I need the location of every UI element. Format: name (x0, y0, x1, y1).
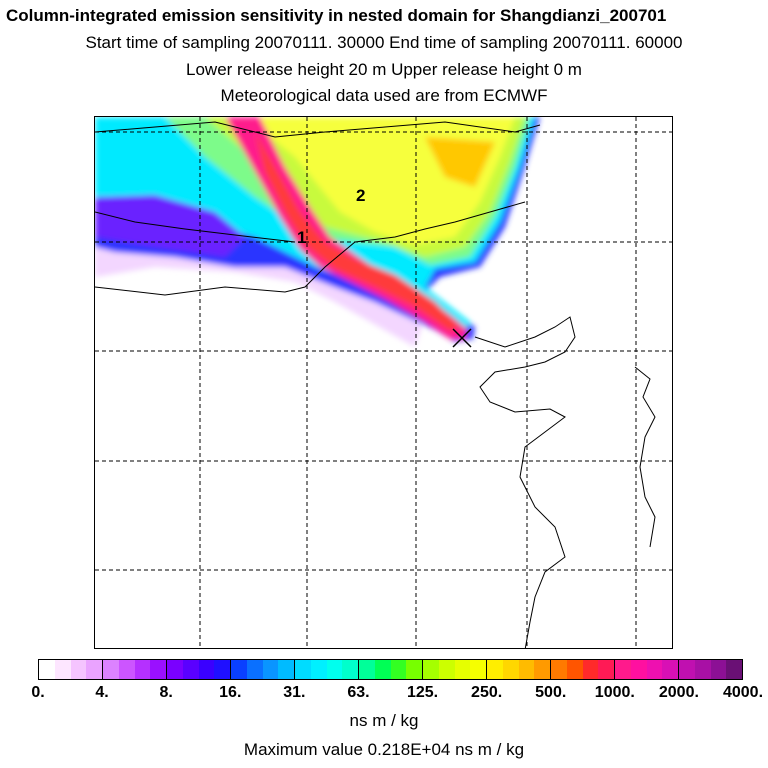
colorbar-segment (454, 660, 471, 679)
colorbar-tick-label: 4. (95, 684, 109, 701)
colorbar-segment (662, 660, 679, 679)
colorbar-segment (534, 660, 551, 679)
colorbar-segment (551, 660, 567, 679)
sensitivity-map: 1 2 (94, 116, 673, 649)
colorbar-segment (134, 660, 151, 679)
release-height-line: Lower release height 20 m Upper release … (186, 60, 582, 79)
figure-title: Column-integrated emission sensitivity i… (6, 6, 667, 25)
colorbar-segment (630, 660, 647, 679)
colorbar-tick-label: 500. (535, 684, 567, 701)
colorbar-segment (86, 660, 103, 679)
colorbar-segment (326, 660, 343, 679)
colorbar-unit: ns m / kg (349, 711, 419, 730)
colorbar-segment (310, 660, 327, 679)
colorbar-segment (39, 660, 55, 679)
colorbar-segment (54, 660, 71, 679)
colorbar-segment (390, 660, 407, 679)
colorbar-segment (423, 660, 439, 679)
colorbar-tick-label: 2000. (658, 684, 699, 701)
colorbar-segment (118, 660, 135, 679)
colorbar-segment (566, 660, 583, 679)
colorbar-segment (518, 660, 535, 679)
coastline-north (95, 121, 541, 138)
coastline (95, 121, 656, 648)
colorbar-segment (598, 660, 615, 679)
colorbar-segment (646, 660, 663, 679)
colorbar-segment (70, 660, 87, 679)
colorbar-segment (198, 660, 215, 679)
colorbar-tick-label: 1000. (594, 684, 635, 701)
coastline-korea (634, 366, 656, 548)
colorbar-segment (359, 660, 375, 679)
colorbar-tick-label: 16. (219, 684, 242, 701)
colorbar-segment (182, 660, 199, 679)
colorbar-segment (615, 660, 631, 679)
colorbar-segment (103, 660, 119, 679)
colorbar-tick-label: 63. (347, 684, 370, 701)
colorbar-segment (150, 660, 167, 679)
colorbar-tick-label: 125. (406, 684, 439, 701)
colorbar-segment (262, 660, 279, 679)
colorbar-segment (710, 660, 727, 679)
colorbar-segment (278, 660, 295, 679)
plume-label-1: 1 (297, 228, 306, 247)
colorbar-tick-label: 250. (471, 684, 503, 701)
colorbar-tick-label: 31. (283, 684, 306, 701)
x-cross-icon (452, 328, 472, 348)
field-magenta-plume (225, 117, 467, 339)
colorbar-segment (694, 660, 711, 679)
plume-label-2: 2 (356, 186, 365, 205)
colorbar-segment (342, 660, 359, 679)
colorbar-segment (487, 660, 503, 679)
colorbar-segment (438, 660, 455, 679)
colorbar-segment (295, 660, 311, 679)
meteorological-data-line: Meteorological data used are from ECMWF (220, 86, 548, 105)
colorbar-segment (470, 660, 487, 679)
lat-lon-grid (95, 117, 672, 648)
sensitivity-field (95, 117, 540, 347)
colorbar-segment (214, 660, 231, 679)
colorbar-tick-label: 4000. (722, 684, 764, 701)
maximum-value: Maximum value 0.218E+04 ns m / kg (243, 740, 525, 759)
field-orange-patch (425, 137, 495, 187)
sampling-time-line: Start time of sampling 20070111. 30000 E… (85, 33, 683, 52)
colorbar (38, 659, 743, 680)
colorbar-segment (726, 660, 742, 679)
colorbar-tick-label: 8. (159, 684, 173, 701)
colorbar-segment (167, 660, 183, 679)
colorbar-tick-label: 0. (31, 684, 45, 701)
coastline-mid (95, 201, 526, 296)
colorbar-segment (231, 660, 247, 679)
colorbar-segment (679, 660, 695, 679)
coastline-east (474, 316, 576, 648)
field-red-edge (255, 132, 460, 331)
colorbar-segment (406, 660, 423, 679)
colorbar-segment (502, 660, 519, 679)
colorbar-segment (582, 660, 599, 679)
colorbar-segment (374, 660, 391, 679)
coastline-lake (95, 211, 296, 243)
colorbar-segment (246, 660, 263, 679)
